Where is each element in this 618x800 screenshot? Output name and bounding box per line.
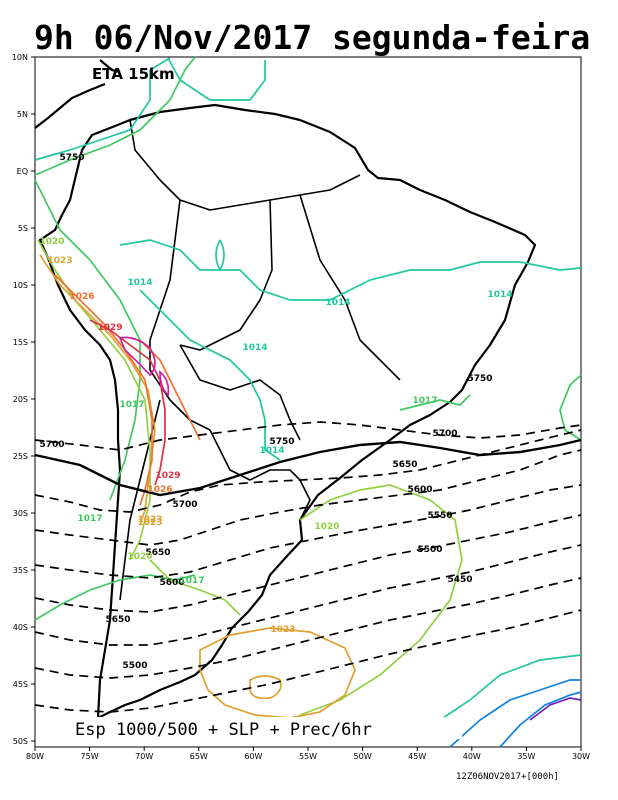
pressure-label: 1017	[77, 514, 102, 524]
thickness-line-solid	[34, 438, 582, 497]
lon-tick-label: 35W	[517, 752, 535, 761]
isobar-3	[139, 289, 281, 461]
pressure-label: 1026	[147, 485, 172, 495]
isobar-7	[34, 179, 141, 501]
thickness-label: 5700	[172, 500, 197, 510]
pressure-label: 1029	[97, 323, 122, 333]
thickness-line-7	[34, 609, 582, 713]
axis-ticks: 10N 5N EQ 5S 10S 15S 20S 25S 30S 35S 40S 45S 50S 80W 7…	[12, 53, 590, 761]
isobar-12	[299, 484, 463, 716]
model-label: ETA 15km	[92, 65, 175, 83]
lon-tick-label: 30W	[572, 752, 590, 761]
pressure-label: 1023	[137, 518, 162, 528]
thickness-label: 5650	[392, 460, 417, 470]
pressure-label: 1020	[314, 522, 339, 532]
thickness-line-2	[34, 449, 582, 546]
thickness-label: 5500	[417, 545, 442, 555]
pressure-label: 1014	[242, 343, 267, 353]
lon-tick-label: 80W	[26, 752, 44, 761]
isobar-20	[118, 336, 156, 377]
footer-backdrop	[66, 717, 462, 739]
pressure-label: 1023	[47, 256, 72, 266]
isobar-16	[249, 675, 282, 700]
thickness-label: 5750	[269, 437, 294, 447]
lat-tick-label: 25S	[13, 452, 28, 461]
isobar-17	[54, 274, 153, 506]
lon-tick-label: 50W	[354, 752, 372, 761]
thickness-line-4	[34, 514, 582, 613]
thickness-label: 5700	[432, 429, 457, 439]
pressure-label: 1020	[39, 237, 64, 247]
footer-caption: Esp 1000/500 + SLP + Prec/6hr	[75, 720, 372, 740]
thickness-line-6	[34, 577, 582, 679]
run-stamp: 12Z06NOV2017+[000h]	[456, 772, 559, 782]
lat-tick-label: 5N	[17, 110, 28, 119]
thickness-label: 5750	[59, 153, 84, 163]
lat-tick-label: 40S	[13, 623, 28, 632]
isobar-8	[399, 394, 471, 411]
pressure-label: 1023	[137, 515, 162, 525]
pressure-label: 1026	[69, 292, 94, 302]
thickness-line-5	[34, 544, 582, 646]
pressure-label: 1014	[325, 298, 350, 308]
isobar-22	[449, 679, 581, 748]
thickness-label: 5700	[39, 440, 64, 450]
isobar-contours	[34, 56, 582, 748]
thickness-label: 5550	[427, 511, 452, 521]
lat-tick-label: 30S	[13, 509, 28, 518]
thickness-line-0	[34, 421, 582, 451]
pressure-label: 1029	[155, 471, 180, 481]
thickness-label: 5600	[159, 578, 184, 588]
thickness-label: 5600	[407, 485, 432, 495]
isobar-6	[34, 56, 196, 176]
thickness-line-3	[34, 484, 582, 579]
lon-tick-label: 55W	[299, 752, 317, 761]
thickness-label: 5750	[467, 374, 492, 384]
coastlines	[34, 59, 537, 719]
lat-tick-label: 35S	[13, 566, 28, 575]
pressure-label: 1014	[127, 278, 152, 288]
lon-tick-label: 45W	[408, 752, 426, 761]
lat-tick-label: 50S	[13, 737, 28, 746]
pressure-label: 1023	[270, 625, 295, 635]
lon-tick-label: 75W	[81, 752, 99, 761]
lat-tick-label: 15S	[13, 338, 28, 347]
thickness-label: 5650	[145, 548, 170, 558]
lat-tick-label: 10N	[12, 53, 28, 62]
isobar-10	[34, 574, 196, 621]
lon-tick-label: 40W	[463, 752, 481, 761]
lon-tick-label: 65W	[190, 752, 208, 761]
isobar-24	[529, 697, 582, 721]
isobar-1	[167, 57, 266, 101]
lat-tick-label: 10S	[13, 281, 28, 290]
map-title: 9h 06/Nov/2017 segunda-feira	[34, 18, 590, 57]
lat-tick-label: 45S	[13, 680, 28, 689]
thickness-contours	[34, 421, 582, 713]
isobar-4	[215, 239, 225, 272]
isobar-23	[499, 691, 582, 748]
isobar-14	[39, 254, 156, 526]
pressure-label: 1017	[412, 396, 437, 406]
lon-tick-label: 60W	[244, 752, 262, 761]
pressure-label: 1014	[259, 446, 284, 456]
isobar-13	[149, 559, 241, 616]
pressure-label: 1017	[179, 576, 204, 586]
isobar-21	[159, 370, 170, 397]
lat-tick-label: 20S	[13, 395, 28, 404]
thickness-label: 5500	[122, 661, 147, 671]
lat-tick-label: EQ	[17, 167, 28, 176]
isobar-5	[439, 654, 582, 721]
pressure-label: 1017	[119, 400, 144, 410]
lon-tick-label: 70W	[135, 752, 153, 761]
thickness-label: 5450	[447, 575, 472, 585]
isobar-0	[34, 57, 171, 161]
pressure-label: 1014	[487, 290, 512, 300]
lat-tick-label: 5S	[18, 224, 28, 233]
contour-labels: 5750 5700 5750 5700 5750 5650 5600 5550 5500 5450…	[39, 153, 512, 671]
isobar-15	[199, 627, 356, 719]
pressure-label: 1020	[127, 552, 152, 562]
isobar-2	[119, 239, 582, 301]
thickness-label: 5650	[105, 615, 130, 625]
